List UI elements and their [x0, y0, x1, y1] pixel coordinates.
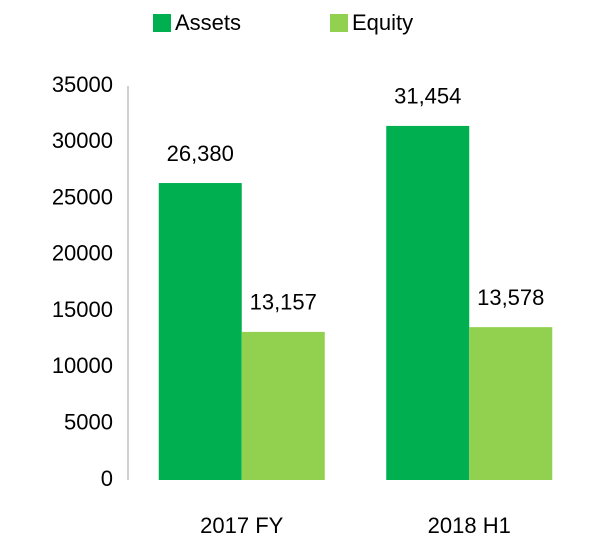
- y-tick-label: 20000: [52, 241, 113, 266]
- bar: [469, 327, 553, 480]
- y-tick-label: 30000: [52, 128, 113, 153]
- y-tick-label: 5000: [64, 410, 113, 435]
- y-tick-label: 15000: [52, 297, 113, 322]
- y-tick-label: 25000: [52, 184, 113, 209]
- bar: [386, 125, 470, 480]
- bar: [241, 331, 325, 480]
- value-label: 26,380: [167, 141, 234, 166]
- legend-swatch: [330, 14, 348, 32]
- legend-swatch: [153, 14, 171, 32]
- value-label: 13,157: [250, 290, 317, 315]
- legend-label: Equity: [352, 10, 413, 35]
- x-tick-label: 2017 FY: [200, 513, 283, 538]
- x-tick-label: 2018 H1: [428, 513, 511, 538]
- y-tick-label: 10000: [52, 353, 113, 378]
- value-label: 31,454: [394, 84, 461, 109]
- legend-label: Assets: [175, 10, 241, 35]
- bar: [158, 183, 242, 481]
- value-label: 13,578: [477, 285, 544, 310]
- y-tick-label: 0: [101, 466, 113, 491]
- y-tick-label: 35000: [52, 72, 113, 97]
